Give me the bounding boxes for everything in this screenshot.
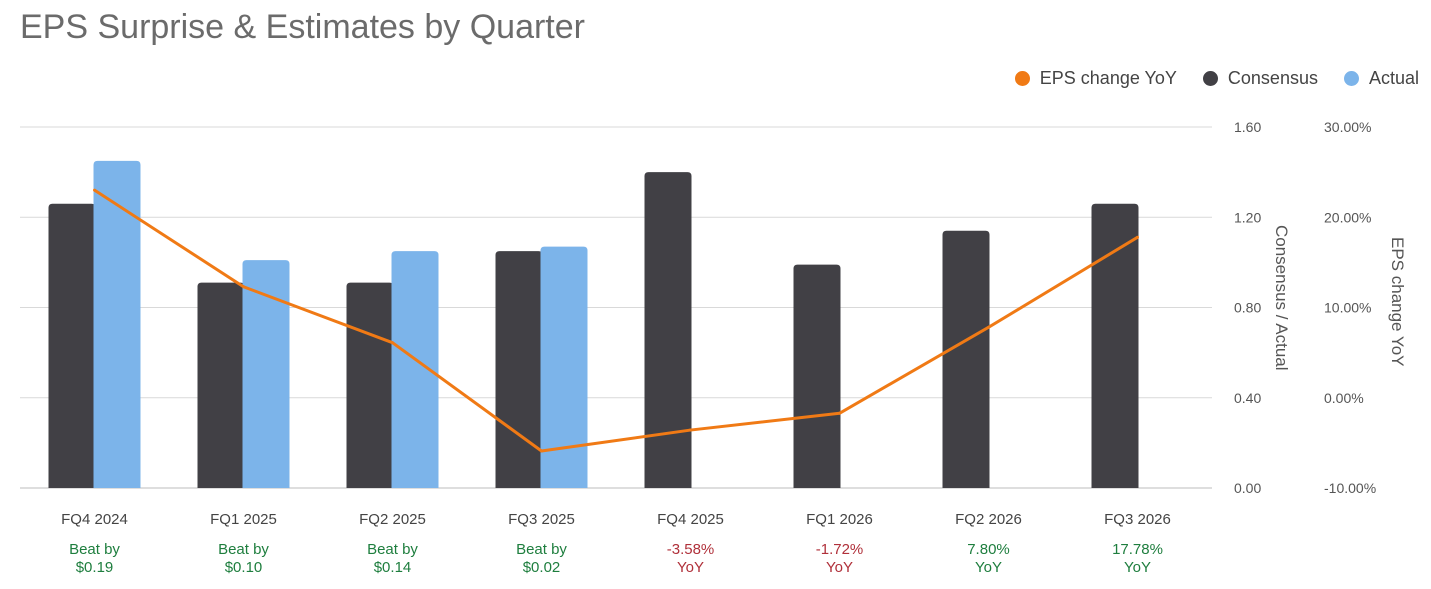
annotation-line1: 17.78% <box>1112 541 1163 558</box>
x-tick-label: FQ2 2026 <box>955 511 1022 528</box>
actual-bar <box>93 160 141 488</box>
right-axis-title: EPS change YoY <box>1388 237 1407 367</box>
left-tick-label: 0.00 <box>1234 480 1261 496</box>
left-tick-label: 0.80 <box>1234 300 1261 316</box>
left-axis-ticks: 0.00 0.40 0.80 1.20 1.60 <box>1234 119 1261 496</box>
annotation-line2: $0.19 <box>76 559 114 576</box>
eps-change-point <box>391 341 394 345</box>
consensus-bar <box>644 172 692 488</box>
legend-item-eps-change[interactable]: EPS change YoY <box>1014 68 1177 89</box>
consensus-bar <box>346 282 394 488</box>
eps-change-point <box>689 428 692 432</box>
left-tick-label: 0.40 <box>1234 390 1261 406</box>
actual-bar <box>540 246 588 488</box>
consensus-bar <box>495 251 543 488</box>
legend-swatch-actual <box>1343 71 1359 86</box>
consensus-bar <box>1091 203 1139 488</box>
right-tick-label: 10.00% <box>1324 300 1371 316</box>
eps-change-point <box>987 325 990 329</box>
legend-label-consensus: Consensus <box>1227 68 1318 88</box>
chart-title: EPS Surprise & Estimates by Quarter <box>20 8 585 46</box>
eps-change-polyline <box>93 188 1139 453</box>
right-tick-label: 20.00% <box>1324 209 1371 225</box>
left-tick-label: 1.60 <box>1234 119 1261 135</box>
x-tick-label: FQ4 2024 <box>61 511 128 528</box>
annotation-line2: YoY <box>826 559 853 576</box>
eps-change-point <box>540 449 543 453</box>
annotation-line1: 7.80% <box>967 541 1010 558</box>
annotation-line2: YoY <box>975 559 1002 576</box>
legend-swatch-eps-change <box>1014 71 1030 86</box>
annotation-line2: $0.02 <box>523 559 561 576</box>
annotation-line2: $0.14 <box>374 559 412 576</box>
eps-change-point <box>1136 235 1139 239</box>
eps-change-point <box>93 188 96 192</box>
bars <box>48 160 1139 488</box>
chart-legend: EPS change YoY Consensus Actual <box>1014 68 1419 89</box>
x-tick-label: FQ4 2025 <box>657 511 724 528</box>
annotation-line1: -3.58% <box>667 541 715 558</box>
actual-bar <box>391 251 439 488</box>
consensus-bar <box>793 264 841 488</box>
left-axis-title: Consensus / Actual <box>1272 225 1291 371</box>
x-tick-label: FQ1 2025 <box>210 511 277 528</box>
annotation-line1: -1.72% <box>816 541 864 558</box>
legend-item-consensus[interactable]: Consensus <box>1202 68 1318 89</box>
x-tick-label: FQ2 2025 <box>359 511 426 528</box>
annotation-line1: Beat by <box>516 541 567 558</box>
legend-item-actual[interactable]: Actual <box>1343 68 1419 89</box>
x-tick-label: FQ1 2026 <box>806 511 873 528</box>
consensus-bar <box>197 282 245 488</box>
right-axis-ticks: -10.00% 0.00% 10.00% 20.00% 30.00% <box>1324 119 1376 496</box>
legend-label-eps-change: EPS change YoY <box>1039 68 1177 88</box>
legend-label-actual: Actual <box>1368 68 1419 88</box>
actual-bar <box>242 260 290 488</box>
eps-change-point <box>242 285 245 289</box>
eps-change-point <box>838 411 841 415</box>
right-tick-label: -10.00% <box>1324 480 1376 496</box>
legend-swatch-consensus <box>1202 71 1218 86</box>
annotation-line2: $0.10 <box>225 559 263 576</box>
annotation-line1: Beat by <box>367 541 418 558</box>
annotation-line2: YoY <box>677 559 704 576</box>
right-tick-label: 30.00% <box>1324 119 1371 135</box>
x-tick-label: FQ3 2026 <box>1104 511 1171 528</box>
annotation-line2: YoY <box>1124 559 1151 576</box>
right-tick-label: 0.00% <box>1324 390 1364 406</box>
consensus-bar <box>48 203 96 488</box>
left-tick-label: 1.20 <box>1234 209 1261 225</box>
eps-change-line <box>93 188 1139 453</box>
annotation-line1: Beat by <box>69 541 120 558</box>
consensus-bar <box>942 230 990 488</box>
x-axis-labels: FQ4 2024 FQ1 2025 FQ2 2025 FQ3 2025 FQ4 2025… <box>61 511 1171 528</box>
annotation-line1: Beat by <box>218 541 269 558</box>
x-tick-label: FQ3 2025 <box>508 511 575 528</box>
